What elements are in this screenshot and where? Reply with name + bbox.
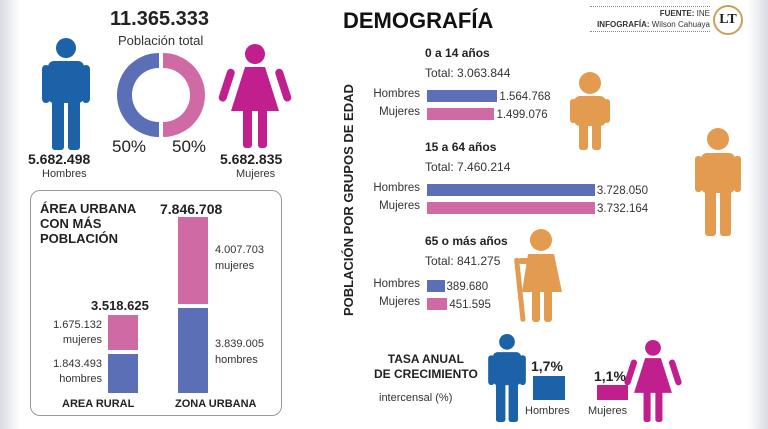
age-women-value: 1.499.076 bbox=[496, 109, 548, 121]
man-icon bbox=[488, 334, 526, 422]
age-group-title: 15 a 64 años bbox=[425, 140, 497, 154]
woman-icon bbox=[218, 44, 292, 148]
left-edge bbox=[0, 0, 20, 429]
age-men-value: 3.728.050 bbox=[596, 185, 648, 197]
rural-men-bar bbox=[108, 354, 138, 393]
age-men-label: Hombres bbox=[373, 88, 420, 100]
age-group-total: Total: 3.063.844 bbox=[425, 66, 511, 80]
men-total: 5.682.498 bbox=[28, 151, 91, 167]
women-percent: 50% bbox=[172, 137, 207, 156]
man-icon bbox=[42, 38, 90, 150]
women-growth-label: Mujeres bbox=[588, 405, 628, 417]
age-women-bar bbox=[427, 202, 595, 214]
age-women-bar bbox=[427, 298, 448, 310]
total-population: 11.365.333 bbox=[110, 8, 209, 30]
donut-women-slice bbox=[163, 53, 205, 137]
age-group-total: Total: 841.275 bbox=[425, 254, 501, 268]
age-women-bar bbox=[427, 108, 495, 120]
age-women-label: Mujeres bbox=[379, 296, 420, 308]
woman-icon bbox=[624, 340, 682, 422]
age-women-value: 451.595 bbox=[449, 299, 491, 311]
age-men-bar bbox=[427, 280, 445, 292]
age-men-label: Hombres bbox=[373, 182, 420, 194]
age-group-title: 65 o más años bbox=[425, 234, 508, 248]
age-men-value: 389.680 bbox=[446, 281, 489, 293]
age-women-value: 3.732.164 bbox=[597, 203, 649, 215]
total-population-label: Población total bbox=[118, 33, 204, 48]
age-group-total: Total: 7.460.214 bbox=[425, 160, 511, 174]
urban-women-bar bbox=[178, 217, 208, 304]
child-icon bbox=[570, 72, 610, 150]
area-panel bbox=[30, 190, 282, 416]
women-growth-bar bbox=[597, 384, 628, 400]
women-label: Mujeres bbox=[236, 168, 276, 180]
rural-women-label: 1.675.132 mujeres bbox=[53, 319, 102, 346]
adult-icon bbox=[695, 128, 741, 236]
right-edge bbox=[748, 0, 768, 429]
donut-men-slice bbox=[117, 53, 159, 137]
page-title: DEMOGRAFÍA bbox=[343, 8, 494, 33]
urban-women-label: 4.007.703 mujeres bbox=[215, 244, 264, 272]
women-total: 5.682.835 bbox=[220, 151, 283, 167]
gender-donut bbox=[117, 53, 205, 137]
men-growth-value: 1,7% bbox=[531, 358, 563, 374]
urban-category-label: ZONA URBANA bbox=[175, 398, 257, 410]
source-credits: FUENTE: INE INFOGRAFÍA: Wilson Cahuaya bbox=[590, 6, 710, 32]
age-women-label: Mujeres bbox=[379, 200, 420, 212]
growth-subtitle: intercensal (%) bbox=[379, 392, 453, 404]
rural-women-bar bbox=[108, 315, 138, 350]
women-growth-value: 1,1% bbox=[594, 368, 626, 384]
age-women-label: Mujeres bbox=[379, 106, 420, 118]
urban-total: 7.846.708 bbox=[160, 201, 223, 217]
age-axis-title: POBLACIÓN POR GRUPOS DE EDAD bbox=[341, 84, 356, 316]
elder-icon bbox=[514, 229, 562, 322]
age-men-label: Hombres bbox=[373, 278, 420, 290]
growth-title: TASA ANUAL DE CRECIMIENTO bbox=[374, 352, 478, 381]
age-men-value: 1.564.768 bbox=[499, 91, 551, 103]
men-growth-bar bbox=[533, 376, 565, 400]
rural-total: 3.518.625 bbox=[91, 298, 149, 313]
age-men-bar bbox=[427, 184, 595, 196]
men-label: Hombres bbox=[42, 168, 87, 180]
age-men-bar bbox=[427, 90, 498, 102]
urban-men-label: 3.839.005 hombres bbox=[215, 338, 264, 366]
rural-category-label: AREA RURAL bbox=[62, 398, 135, 410]
area-title: ÁREA URBANA CON MÁS POBLACIÓN bbox=[40, 201, 137, 246]
urban-men-bar bbox=[178, 308, 208, 393]
newspaper-logo: LT bbox=[713, 5, 743, 35]
age-group-title: 0 a 14 años bbox=[425, 46, 490, 60]
men-growth-label: Hombres bbox=[525, 405, 570, 417]
rural-men-label: 1.843.493 hombres bbox=[53, 358, 102, 385]
men-percent: 50% bbox=[112, 137, 147, 156]
